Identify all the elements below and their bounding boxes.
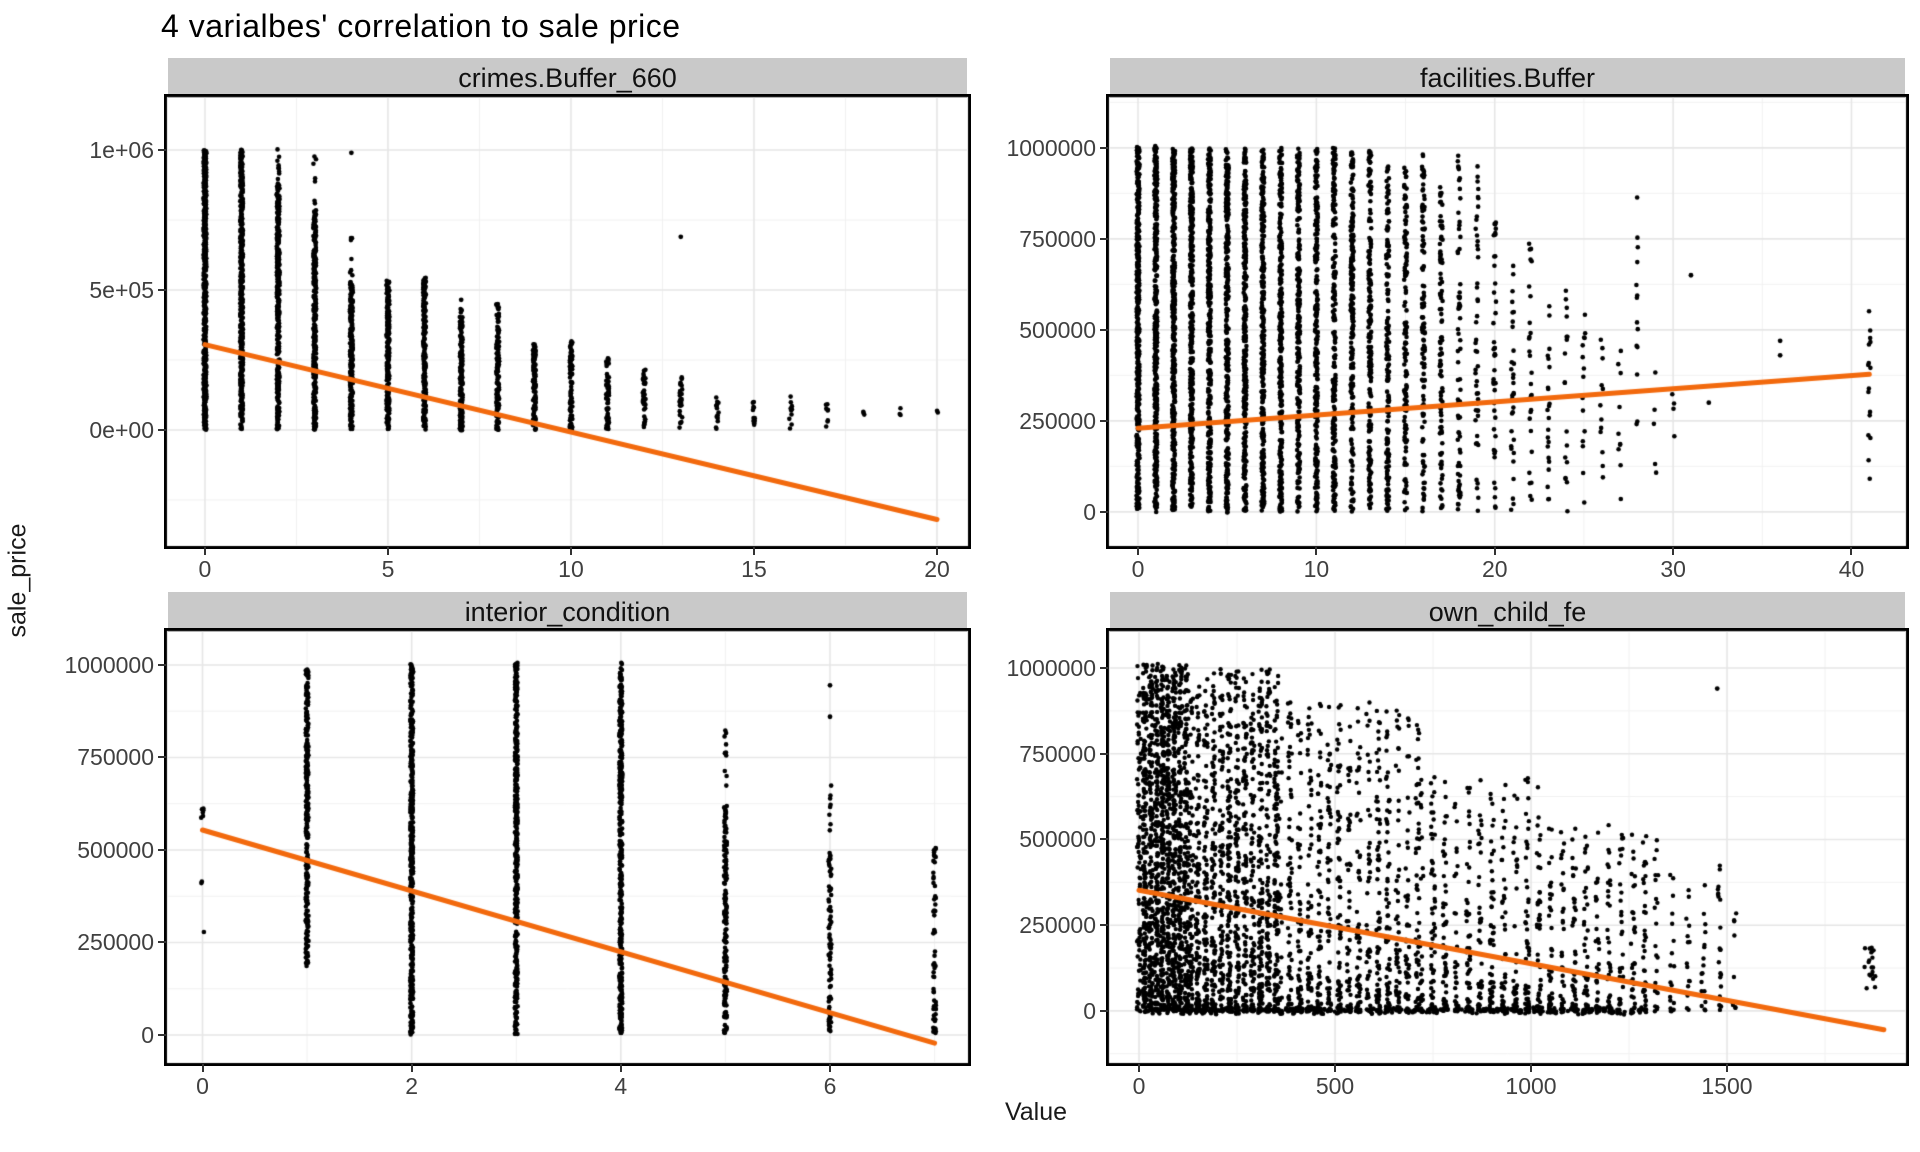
axis-tick-mark	[158, 428, 166, 431]
facet-strip-label: interior_condition	[464, 596, 671, 627]
x-tick-label: 1500	[1701, 1073, 1753, 1099]
axis-tick-mark	[569, 547, 572, 555]
x-tick-label: 20	[1481, 556, 1508, 582]
axis-tick-mark	[1100, 838, 1108, 841]
facet-strip: facilities.Buffer	[1110, 58, 1905, 98]
facet-strip: own_child_fe	[1110, 592, 1905, 632]
axis-tick-mark	[752, 547, 755, 555]
axis-tick-mark	[1100, 667, 1108, 669]
facet-panel-canvas	[164, 94, 971, 549]
axis-tick-mark	[410, 1064, 413, 1072]
axis-tick-mark	[158, 848, 166, 851]
facet-panel-canvas	[1106, 94, 1909, 549]
facet-panel-canvas	[164, 628, 971, 1066]
axis-tick-mark	[158, 663, 166, 666]
y-tick-label: 1e+06	[89, 137, 154, 164]
facet-panel-canvas	[1106, 628, 1909, 1066]
facet-strip: interior_condition	[168, 592, 967, 632]
axis-tick-mark	[619, 1064, 622, 1072]
axis-tick-mark	[828, 1064, 831, 1072]
axis-tick-mark	[1315, 547, 1318, 555]
axis-tick-mark	[158, 289, 166, 291]
x-tick-label: 40	[1838, 556, 1865, 582]
x-tick-label: 5	[381, 556, 395, 582]
y-tick-label: 250000	[1019, 407, 1096, 434]
axis-tick-mark	[1100, 146, 1108, 149]
y-tick-label: 5e+05	[89, 277, 154, 303]
axis-tick-mark	[203, 547, 206, 555]
axis-tick-mark	[1726, 1064, 1729, 1072]
axis-tick-mark	[158, 149, 166, 152]
axis-tick-mark	[1850, 547, 1853, 555]
y-tick-label: 1000000	[1006, 655, 1096, 681]
x-tick-label: 6	[823, 1073, 837, 1099]
y-tick-label: 0	[1083, 498, 1096, 525]
axis-tick-mark	[1100, 237, 1108, 240]
y-tick-label: 0e+00	[89, 416, 154, 443]
axis-tick-mark	[1137, 547, 1139, 555]
x-tick-label: 10	[558, 556, 584, 582]
axis-tick-mark	[1100, 419, 1108, 422]
x-tick-label: 0	[1132, 1073, 1146, 1099]
axis-tick-mark	[935, 547, 938, 555]
y-tick-label: 500000	[1019, 316, 1096, 343]
y-tick-label: 500000	[77, 836, 154, 863]
y-tick-label: 0	[1083, 997, 1096, 1024]
y-axis-title: sale_price	[3, 523, 32, 638]
x-tick-label: 0	[196, 1073, 209, 1099]
axis-tick-mark	[1100, 328, 1108, 331]
axis-tick-mark	[158, 1033, 166, 1036]
axis-tick-mark	[1138, 1064, 1140, 1072]
y-tick-label: 250000	[77, 929, 154, 956]
y-tick-label: 0	[141, 1021, 154, 1048]
facet-strip-label: own_child_fe	[1428, 596, 1587, 627]
axis-tick-mark	[1100, 1009, 1108, 1012]
x-tick-label: 10	[1303, 556, 1330, 582]
facet-strip-label: crimes.Buffer_660	[458, 62, 677, 93]
x-tick-label: 2	[405, 1073, 419, 1099]
x-tick-label: 15	[741, 556, 767, 582]
x-tick-label: 500	[1315, 1073, 1355, 1099]
axis-tick-mark	[201, 1064, 204, 1072]
x-axis-title: Value	[1004, 1098, 1068, 1126]
y-tick-label: 250000	[1019, 912, 1096, 939]
axis-tick-mark	[1100, 752, 1108, 755]
axis-tick-mark	[158, 756, 166, 759]
chart-title: 4 varialbes' correlation to sale price	[161, 8, 681, 44]
x-tick-label: 30	[1660, 556, 1686, 582]
x-tick-label: 1000	[1505, 1073, 1557, 1099]
x-tick-label: 0	[1131, 556, 1145, 582]
x-tick-label: 20	[924, 556, 950, 582]
axis-tick-mark	[1100, 510, 1108, 513]
y-tick-label: 500000	[1019, 826, 1096, 853]
facet-strip-label: facilities.Buffer	[1419, 62, 1596, 93]
y-tick-label: 750000	[1019, 740, 1096, 767]
y-tick-label: 1000000	[1006, 134, 1096, 161]
axis-tick-mark	[1672, 547, 1675, 555]
facet-strip: crimes.Buffer_660	[168, 58, 967, 98]
y-tick-label: 750000	[77, 744, 154, 771]
x-tick-label: 4	[614, 1073, 628, 1099]
axis-tick-mark	[158, 941, 166, 944]
y-tick-label: 1000000	[64, 651, 154, 678]
axis-tick-mark	[386, 547, 389, 555]
axis-tick-mark	[1530, 1064, 1533, 1072]
axis-tick-mark	[1100, 924, 1108, 927]
x-tick-label: 0	[198, 556, 212, 582]
axis-tick-mark	[1334, 1064, 1336, 1072]
y-tick-label: 750000	[1019, 225, 1096, 252]
axis-tick-mark	[1493, 547, 1496, 555]
